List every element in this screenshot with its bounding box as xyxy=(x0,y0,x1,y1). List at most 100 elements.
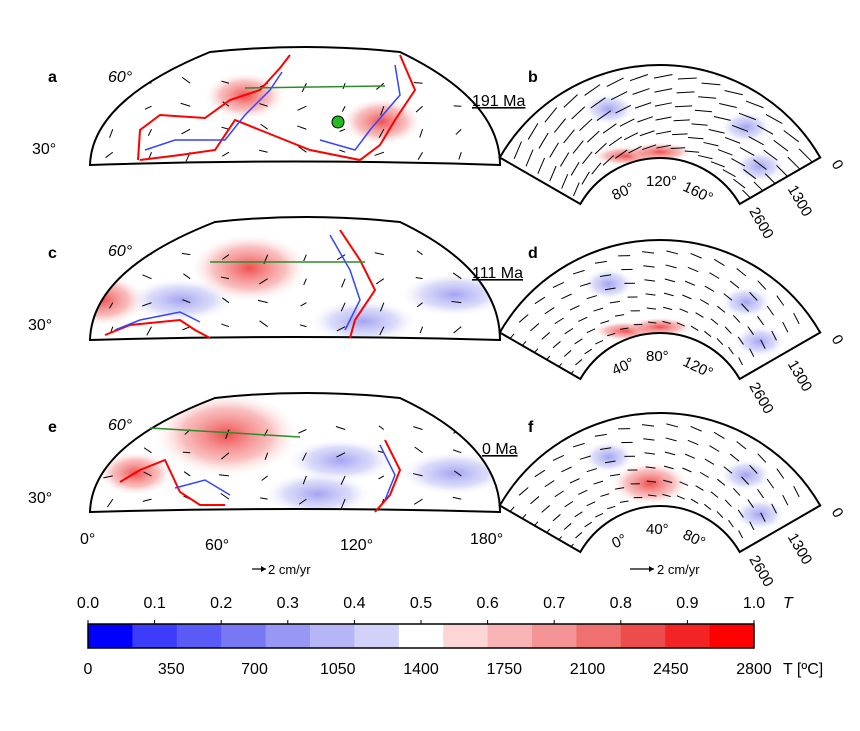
colorbar-segment-11 xyxy=(576,624,622,648)
section-velocity-arrow xyxy=(738,530,743,539)
velocity-arrow xyxy=(452,449,462,454)
velocity-arrow xyxy=(451,300,462,304)
section-deg-tick-b-0: 80° xyxy=(609,179,637,204)
section-velocity-arrow xyxy=(646,480,657,483)
section-velocity-arrow xyxy=(584,348,593,355)
velocity-arrow xyxy=(299,324,307,328)
velocity-arrow xyxy=(415,105,423,113)
cold-anomaly-e-2 xyxy=(399,451,500,496)
section-velocity-arrow xyxy=(663,306,673,311)
section-velocity-arrow xyxy=(776,165,789,178)
section-velocity-arrow xyxy=(729,453,740,462)
section-cold-b-1 xyxy=(733,150,786,183)
section-velocity-arrow xyxy=(690,252,702,259)
section-velocity-arrow xyxy=(579,282,591,287)
section-velocity-arrow xyxy=(564,327,574,335)
section-velocity-arrow xyxy=(586,501,596,507)
velocity-arrow xyxy=(336,326,346,332)
colorbar-nondim-tick-5: 0.5 xyxy=(410,595,432,612)
section-velocity-arrow xyxy=(716,305,726,313)
section-velocity-arrow xyxy=(666,423,679,428)
section-velocity-arrow xyxy=(679,308,689,313)
section-velocity-arrow xyxy=(699,471,709,478)
section-velocity-arrow xyxy=(610,91,628,101)
lat-tick-30-e: 30° xyxy=(28,490,52,507)
section-cold-d-2 xyxy=(582,268,635,301)
velocity-arrow xyxy=(454,78,462,84)
section-velocity-arrow xyxy=(639,130,655,137)
section-velocity-arrow xyxy=(530,496,540,505)
colorbar-dim-tick-6: 2100 xyxy=(570,661,606,678)
section-deg-tick-f-1: 40° xyxy=(646,521,669,538)
section-velocity-arrow xyxy=(691,123,708,126)
section-line-a xyxy=(244,85,386,89)
velocity-arrow xyxy=(106,278,113,282)
section-velocity-arrow xyxy=(695,485,704,491)
section-velocity-arrow xyxy=(586,328,596,334)
velocity-arrow xyxy=(222,297,230,304)
lat-tick-30-a: 30° xyxy=(32,141,56,158)
section-velocity-arrow xyxy=(559,152,570,167)
velocity-arrow xyxy=(413,82,423,84)
section-velocity-arrow xyxy=(731,124,749,132)
section-velocity-arrow xyxy=(713,115,731,121)
cold-anomaly-c-2 xyxy=(308,299,419,340)
section-velocity-arrow xyxy=(643,438,655,441)
slab-boundary-c xyxy=(104,229,377,339)
section-depth-tick-b-0: 0 xyxy=(828,157,847,173)
section-velocity-arrow xyxy=(698,154,713,160)
colorbar-nondim-tick-3: 0.3 xyxy=(277,595,299,612)
section-velocity-arrow xyxy=(645,293,656,296)
velocity-arrow xyxy=(181,252,191,256)
section-velocity-arrow xyxy=(642,144,657,151)
velocity-arrow xyxy=(180,102,191,107)
section-velocity-arrow xyxy=(554,490,564,498)
section-velocity-arrow xyxy=(632,88,650,95)
section-velocity-arrow xyxy=(782,321,789,333)
continent-outline-c xyxy=(114,234,361,331)
section-velocity-arrow xyxy=(690,425,702,432)
section-velocity-arrow xyxy=(602,155,614,166)
velocity-arrow xyxy=(104,447,114,454)
section-velocity-arrow xyxy=(602,123,617,134)
velocity-arrow xyxy=(340,475,346,485)
section-depth-tick-f-0: 0 xyxy=(828,505,847,521)
colorbar-segment-6 xyxy=(354,624,400,648)
section-velocity-arrow xyxy=(757,125,774,135)
section-velocity-arrow xyxy=(776,295,785,306)
section-velocity-arrow xyxy=(737,509,744,518)
section-depth-tick-b-1: 1300 xyxy=(784,182,815,219)
velocity-arrow xyxy=(341,498,346,509)
cold-anomaly-e-1 xyxy=(262,471,373,512)
section-velocity-arrow xyxy=(643,265,655,268)
colorbar-nondim-tick-8: 0.8 xyxy=(610,595,632,612)
colorbar-nondim-tick-0: 0.0 xyxy=(77,595,99,612)
section-velocity-arrow xyxy=(634,102,652,109)
velocity-arrow xyxy=(416,302,423,308)
section-velocity-arrow xyxy=(586,468,598,473)
section-velocity-arrow xyxy=(662,320,671,325)
panel-label-a: a xyxy=(48,69,57,86)
section-velocity-arrow xyxy=(771,330,777,341)
section-velocity-arrow xyxy=(663,465,674,470)
velocity-arrow xyxy=(302,475,307,485)
section-velocity-arrow xyxy=(675,105,693,108)
colorbar-dim-tick-1: 350 xyxy=(158,661,185,678)
section-velocity-arrow xyxy=(783,130,800,143)
section-velocity-arrow xyxy=(609,300,620,304)
section-velocity-arrow xyxy=(663,292,674,297)
section-cold-b-2 xyxy=(582,93,635,126)
section-velocity-arrow xyxy=(552,341,561,349)
section-velocity-arrow xyxy=(684,453,696,459)
section-velocity-arrow xyxy=(581,151,593,165)
section-velocity-arrow xyxy=(595,512,604,518)
section-velocity-arrow xyxy=(731,158,746,167)
section-velocity-arrow xyxy=(757,453,767,463)
section-velocity-arrow xyxy=(561,466,572,473)
velocity-arrow xyxy=(417,151,423,161)
velocity-arrow xyxy=(142,274,152,280)
velocity-arrow xyxy=(336,254,346,261)
panel-label-d: d xyxy=(528,245,538,262)
velocity-arrow xyxy=(300,302,307,307)
velocity-arrow xyxy=(452,496,462,500)
